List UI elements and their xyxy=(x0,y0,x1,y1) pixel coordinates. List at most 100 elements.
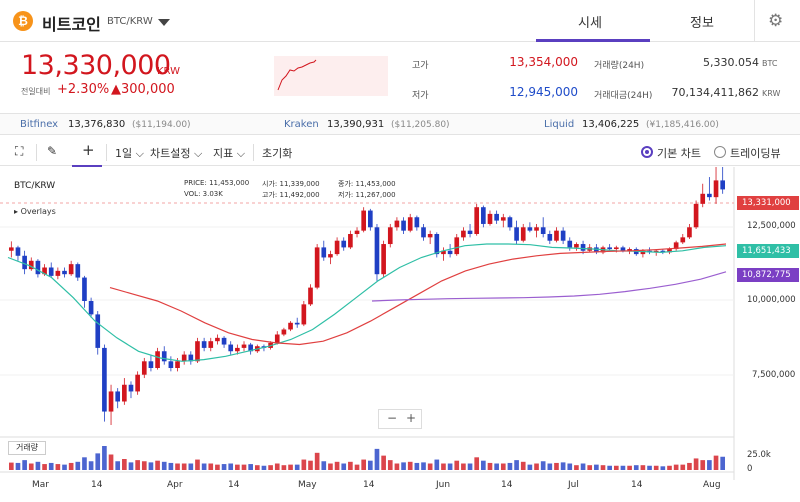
tab-info[interactable]: 정보 xyxy=(690,16,714,31)
basic-chart-label[interactable]: 기본 차트 xyxy=(657,147,701,160)
volume-bar xyxy=(201,463,207,470)
ohlc-high: 고가: 11,492,000 xyxy=(262,191,320,199)
volume-bar xyxy=(560,462,566,470)
candle xyxy=(487,213,493,224)
x-axis-label: 14 xyxy=(91,480,103,490)
reset-button[interactable]: 초기화 xyxy=(262,147,293,160)
pencil-icon[interactable]: ✎ xyxy=(47,144,58,158)
volume-bar xyxy=(613,465,619,470)
volume-bar xyxy=(594,464,599,470)
candle xyxy=(235,347,240,352)
candle xyxy=(8,247,14,251)
crosshair-icon[interactable]: + xyxy=(82,141,95,159)
volume-bar xyxy=(394,463,400,470)
volume-bar xyxy=(667,465,672,470)
exchange-usd: ($11,194.00) xyxy=(132,120,191,130)
indicators-menu[interactable]: 지표 ⌵ xyxy=(213,147,246,160)
volume-bar xyxy=(62,464,67,470)
ohlc-open: 시가: 11,339,000 xyxy=(262,180,320,188)
volume-bar xyxy=(500,463,506,470)
gear-icon[interactable]: ⚙ xyxy=(768,11,784,31)
candle xyxy=(55,270,61,276)
candle xyxy=(720,180,726,190)
candle xyxy=(640,250,646,255)
volume-bar xyxy=(334,461,340,470)
candle xyxy=(75,264,81,278)
candle xyxy=(713,180,719,198)
candle xyxy=(88,301,94,315)
exchange-jpy: (¥1,185,416.00) xyxy=(646,120,719,130)
divider xyxy=(36,144,37,161)
divider xyxy=(106,144,107,161)
y-axis-label: 7,500,000 xyxy=(752,370,796,380)
fullscreen-icon[interactable]: ⛶ xyxy=(15,144,24,158)
candle xyxy=(354,230,360,234)
candle xyxy=(540,227,546,234)
candle xyxy=(15,247,21,256)
amount-value: 70,134,411,862 xyxy=(671,86,759,99)
tab-market[interactable]: 시세 xyxy=(578,16,602,31)
volume-bar xyxy=(348,461,353,470)
tradingview-label[interactable]: 트레이딩뷰 xyxy=(730,147,781,160)
volume-bar xyxy=(481,460,486,470)
tab-active-indicator xyxy=(536,39,650,42)
candle xyxy=(208,341,214,348)
zoom-in-button[interactable]: + xyxy=(406,411,417,425)
coin-pair[interactable]: BTC/KRW xyxy=(107,16,153,27)
chevron-down-icon[interactable] xyxy=(158,19,170,26)
volume-bar xyxy=(627,465,632,470)
current-price: 13,330,000 xyxy=(21,50,171,81)
candle xyxy=(567,240,573,248)
volume-bar xyxy=(301,459,307,470)
volume-bar xyxy=(467,463,473,470)
candle xyxy=(693,203,699,228)
candle xyxy=(461,230,466,238)
volume-bar xyxy=(414,462,420,470)
volume-bar xyxy=(647,465,652,470)
candle xyxy=(427,234,433,238)
amount-unit: KRW xyxy=(762,89,781,98)
x-axis-label: Jun xyxy=(436,480,451,490)
coin-name: 비트코인 xyxy=(42,15,101,34)
candle xyxy=(527,227,533,231)
candle xyxy=(341,240,347,248)
change-amount: ▲300,000 xyxy=(111,82,175,97)
volume-bar xyxy=(228,463,234,470)
candle xyxy=(42,267,47,275)
volume-bar xyxy=(22,460,27,470)
candle xyxy=(102,347,107,412)
zoom-out-button[interactable]: − xyxy=(387,411,398,425)
volume-bar xyxy=(600,465,606,470)
volume-bar xyxy=(281,465,287,470)
tradingview-radio[interactable] xyxy=(714,146,726,158)
volume-bar xyxy=(42,464,47,470)
candle xyxy=(454,237,460,255)
interval-select[interactable]: 1일 ⌵ xyxy=(115,147,144,160)
low-value: 12,945,000 xyxy=(509,85,578,99)
mini-chart-line xyxy=(277,59,317,91)
candlestick-chart[interactable] xyxy=(0,167,800,502)
candle xyxy=(195,341,200,362)
candle xyxy=(520,227,526,241)
volume-bar xyxy=(128,462,134,470)
volume-bar xyxy=(374,448,380,470)
volume-bar xyxy=(607,465,612,470)
candle xyxy=(441,250,446,255)
volume-bar xyxy=(221,464,227,470)
exchange-price: 13,390,931 xyxy=(327,119,385,130)
volume-bar xyxy=(288,464,293,470)
x-axis-label: Mar xyxy=(32,480,49,490)
x-axis-label: 14 xyxy=(501,480,513,490)
low-label: 저가 xyxy=(412,91,429,101)
volume-bar xyxy=(687,462,692,470)
y-axis-label: 10,000,000 xyxy=(747,295,796,305)
candle xyxy=(607,247,612,250)
overlays-toggle[interactable]: ▸ Overlays xyxy=(14,207,56,216)
candle xyxy=(128,384,134,392)
chart-settings-menu[interactable]: 차트설정 ⌵ xyxy=(150,147,203,160)
basic-chart-radio[interactable] xyxy=(641,146,653,158)
volume-bar xyxy=(381,455,386,470)
volume-bar xyxy=(361,459,367,470)
candle xyxy=(328,254,333,258)
x-axis-label: Jul xyxy=(568,480,579,490)
